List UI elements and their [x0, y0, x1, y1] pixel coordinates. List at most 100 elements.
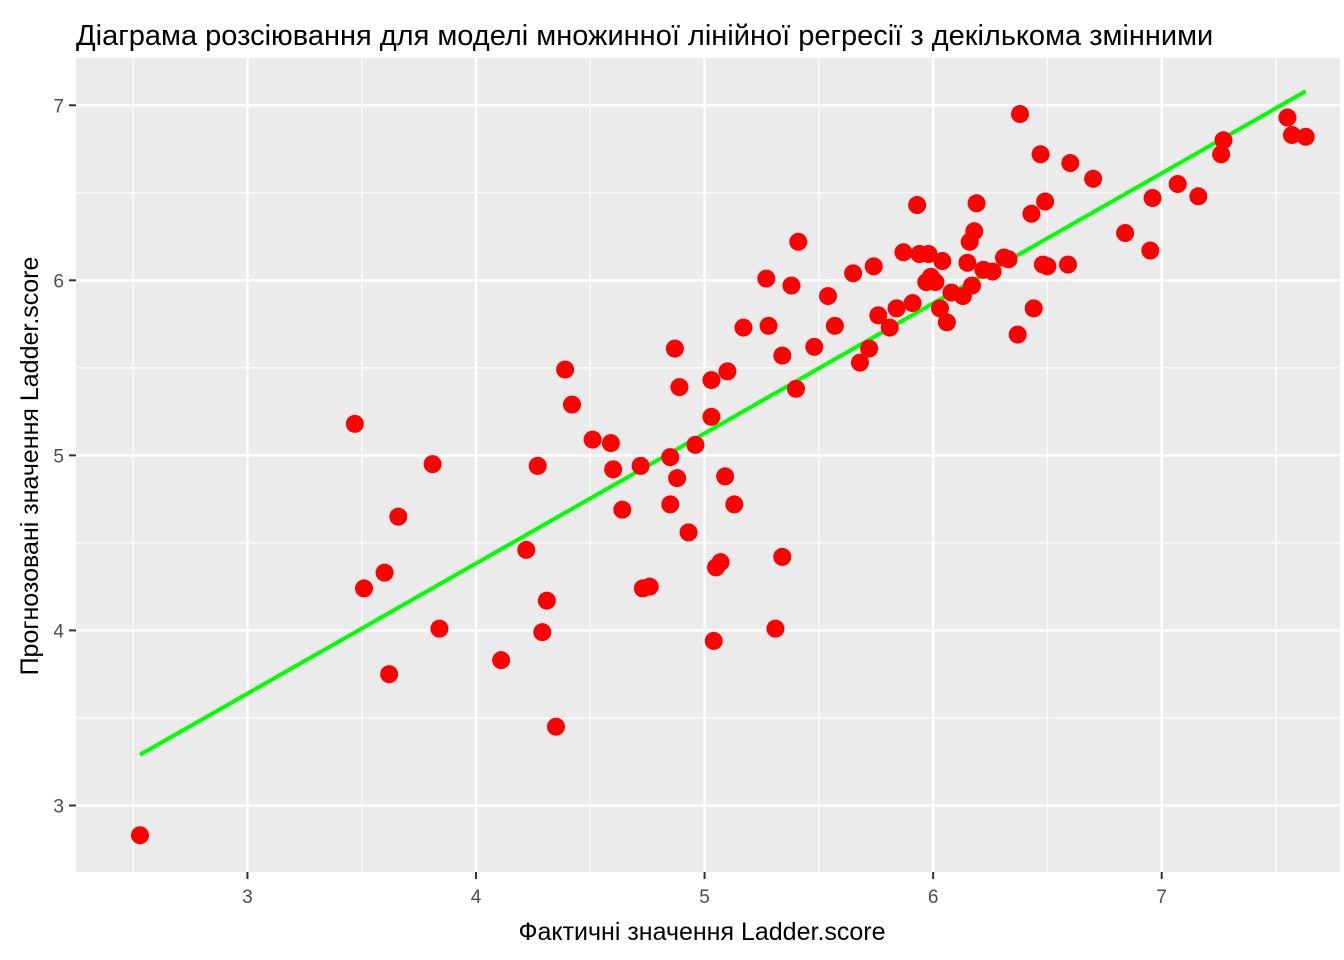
data-point: [937, 313, 956, 332]
data-point: [1061, 154, 1080, 173]
data-point: [533, 623, 552, 642]
data-point: [757, 269, 776, 288]
data-point: [1296, 127, 1315, 146]
y-tick-label: 5: [53, 446, 64, 467]
data-point: [517, 540, 536, 559]
y-tick-label: 3: [53, 796, 64, 817]
x-tick-label: 4: [471, 887, 482, 908]
data-point: [430, 619, 449, 638]
data-point: [1084, 169, 1103, 188]
data-point: [711, 553, 730, 572]
data-point: [556, 360, 575, 379]
data-point: [1059, 255, 1077, 274]
data-point: [825, 316, 844, 335]
y-axis-ticks: 3 4 5 6 7: [53, 96, 76, 817]
data-point: [355, 579, 373, 598]
data-point: [963, 276, 981, 295]
data-point: [844, 264, 863, 283]
data-point: [704, 631, 723, 650]
data-point: [933, 252, 952, 271]
data-point: [967, 194, 986, 213]
data-point: [375, 563, 394, 582]
data-point: [702, 371, 721, 390]
x-axis-ticks: 3 4 5 6 7: [242, 872, 1167, 908]
data-point: [423, 455, 442, 474]
data-point: [718, 362, 737, 381]
data-point: [1011, 105, 1029, 124]
data-point: [528, 456, 547, 475]
data-point: [1036, 192, 1055, 211]
data-point: [1024, 299, 1043, 318]
data-point: [716, 467, 735, 486]
major-gridlines: [76, 58, 1340, 872]
data-point: [1022, 204, 1041, 223]
x-tick-label: 5: [699, 887, 710, 908]
data-point: [1116, 224, 1135, 243]
data-point: [958, 253, 977, 272]
data-point: [869, 306, 888, 325]
data-point: [999, 250, 1018, 269]
data-point: [773, 346, 792, 365]
data-points: [131, 105, 1315, 845]
data-point: [819, 287, 837, 306]
data-point: [880, 318, 899, 337]
data-point: [1212, 145, 1231, 164]
x-tick-label: 3: [242, 887, 253, 908]
data-point: [640, 577, 659, 596]
x-axis-title: Фактичні значення Ladder.score: [518, 918, 885, 946]
data-point: [773, 547, 792, 566]
data-point: [919, 245, 938, 264]
x-tick-label: 7: [1156, 887, 1167, 908]
data-point: [1031, 145, 1050, 164]
y-axis-title: Прогнозовані значення Ladder.score: [16, 257, 44, 676]
data-point: [601, 434, 620, 453]
data-point: [931, 299, 949, 318]
data-point: [1038, 257, 1057, 276]
data-point: [661, 495, 680, 514]
data-point: [894, 243, 913, 262]
data-point: [686, 435, 705, 454]
data-point: [1283, 126, 1301, 145]
data-point: [759, 316, 778, 335]
data-point: [668, 469, 687, 488]
data-point: [1278, 108, 1297, 127]
data-point: [1141, 241, 1160, 260]
y-tick-label: 7: [53, 96, 64, 117]
data-point: [965, 222, 984, 241]
data-point: [702, 407, 721, 426]
data-point: [860, 339, 879, 358]
data-point: [631, 456, 650, 475]
data-point: [389, 507, 408, 526]
data-point: [903, 294, 922, 313]
data-point: [782, 276, 801, 295]
data-point: [670, 378, 689, 397]
data-point: [604, 460, 623, 479]
fit-line: [139, 89, 1307, 757]
data-point: [345, 414, 364, 433]
data-point: [851, 353, 869, 372]
data-point: [492, 651, 511, 670]
y-tick-label: 4: [53, 621, 64, 642]
chart-title: Діаграма розсіювання для моделі множинно…: [76, 20, 1213, 52]
data-point: [1189, 187, 1208, 206]
data-point: [789, 232, 808, 251]
data-point: [805, 337, 824, 356]
data-point: [665, 339, 684, 358]
data-point: [734, 318, 753, 337]
data-point: [908, 196, 927, 215]
data-point: [1168, 175, 1187, 194]
data-point: [380, 665, 399, 684]
data-point: [613, 500, 632, 519]
data-point: [983, 262, 1002, 281]
data-point: [583, 430, 602, 449]
data-point: [787, 379, 805, 398]
y-tick-label: 6: [53, 271, 64, 292]
data-point: [766, 619, 785, 638]
data-point: [563, 395, 581, 414]
data-point: [926, 273, 945, 292]
data-point: [725, 495, 744, 514]
data-point: [864, 257, 883, 276]
data-point: [547, 717, 565, 736]
data-point: [1008, 325, 1027, 344]
